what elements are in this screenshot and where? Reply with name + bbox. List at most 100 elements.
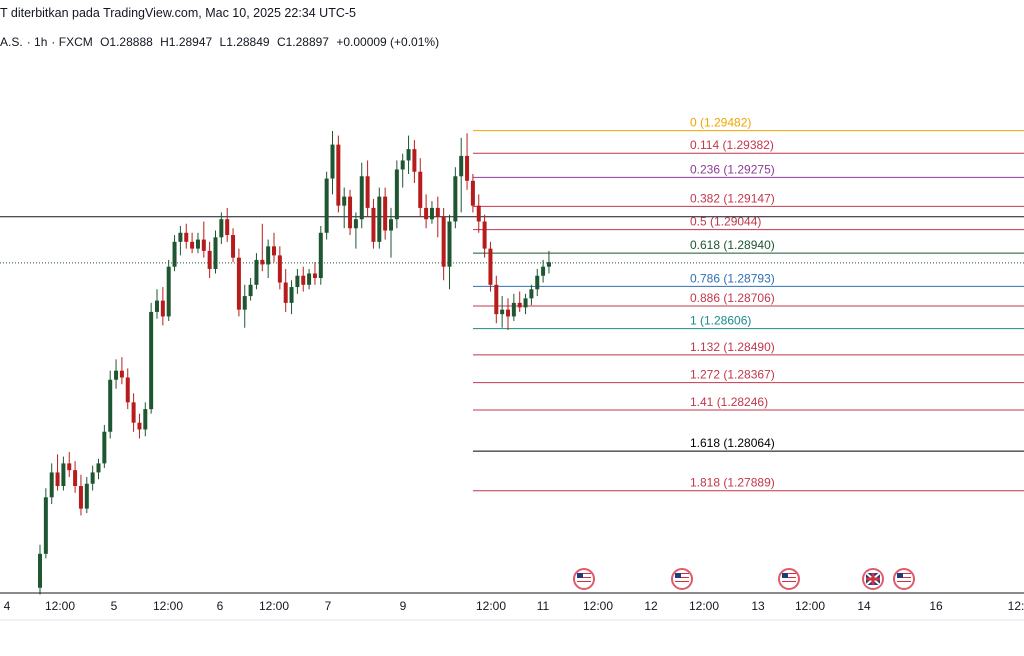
candle[interactable] [470, 174, 475, 213]
candle[interactable] [394, 160, 399, 229]
candle[interactable] [119, 357, 124, 385]
candle[interactable] [125, 368, 130, 410]
candle[interactable] [365, 160, 370, 217]
candle[interactable] [494, 275, 499, 324]
candle[interactable] [465, 133, 470, 190]
candle[interactable] [482, 214, 487, 258]
candle[interactable] [429, 201, 434, 224]
candle[interactable] [195, 232, 200, 254]
candle[interactable] [307, 268, 312, 290]
candle[interactable] [511, 293, 516, 321]
candle[interactable] [207, 241, 212, 278]
candle[interactable] [418, 158, 423, 217]
candle-body [201, 239, 206, 251]
candle[interactable] [248, 278, 253, 301]
candle[interactable] [225, 207, 230, 242]
us-flag-event-icon[interactable] [778, 568, 800, 590]
candle[interactable] [160, 287, 165, 326]
candle[interactable] [242, 284, 247, 328]
candle[interactable] [166, 259, 171, 321]
candle[interactable] [535, 268, 540, 297]
candle[interactable] [336, 135, 341, 213]
candle[interactable] [260, 223, 265, 272]
candle[interactable] [359, 162, 364, 229]
candle[interactable] [301, 266, 306, 292]
candle[interactable] [254, 253, 259, 290]
candle[interactable] [453, 167, 458, 229]
us-flag-event-icon[interactable] [671, 568, 693, 590]
candle[interactable] [506, 298, 510, 330]
candle[interactable] [266, 239, 271, 278]
candle[interactable] [155, 289, 159, 319]
candle[interactable] [435, 196, 440, 238]
candle[interactable] [441, 207, 446, 281]
candle[interactable] [43, 488, 48, 559]
candle[interactable] [61, 456, 66, 491]
open-value: O1.28888 [100, 35, 153, 49]
candle[interactable] [67, 452, 72, 477]
candle[interactable] [389, 207, 393, 258]
candle[interactable] [49, 463, 54, 505]
candle[interactable] [324, 171, 329, 240]
candle[interactable] [184, 223, 189, 249]
candle[interactable] [114, 359, 119, 389]
candle[interactable] [406, 135, 411, 174]
candle[interactable] [295, 268, 300, 294]
candle[interactable] [283, 268, 288, 312]
candle[interactable] [143, 402, 148, 437]
candle[interactable] [149, 302, 154, 414]
interval-label[interactable]: 1h [34, 35, 48, 49]
publish-info: T diterbitkan pada TradingView.com, Mac … [0, 6, 356, 20]
candle[interactable] [476, 194, 481, 233]
candle[interactable] [342, 187, 347, 229]
candle[interactable] [190, 232, 195, 254]
candle[interactable] [424, 194, 429, 229]
symbol-label[interactable]: A.S. [0, 35, 23, 49]
candle[interactable] [330, 131, 335, 195]
candle[interactable] [78, 474, 83, 516]
x-tick-label: 9 [400, 599, 407, 613]
candle[interactable] [517, 291, 522, 312]
us-flag-event-icon[interactable] [573, 568, 595, 590]
candle[interactable] [137, 413, 142, 439]
candle[interactable] [377, 187, 382, 249]
candle[interactable] [400, 153, 405, 188]
candle[interactable] [353, 212, 358, 249]
candle[interactable] [84, 476, 89, 514]
candle[interactable] [312, 262, 317, 285]
candle[interactable] [488, 241, 493, 292]
candle[interactable] [108, 370, 113, 439]
candle[interactable] [201, 221, 206, 258]
candle[interactable] [178, 226, 183, 256]
candle[interactable] [500, 296, 505, 328]
candle[interactable] [131, 393, 136, 432]
candle[interactable] [277, 246, 282, 290]
candle[interactable] [412, 140, 417, 184]
candle[interactable] [73, 461, 78, 493]
candle[interactable] [38, 544, 42, 595]
candle[interactable] [289, 280, 294, 315]
candle[interactable] [231, 228, 236, 263]
candle[interactable] [348, 189, 353, 236]
candle[interactable] [447, 214, 452, 290]
candle[interactable] [90, 465, 95, 491]
candle[interactable] [213, 230, 218, 274]
candle[interactable] [529, 284, 534, 306]
candle[interactable] [318, 226, 323, 285]
us-flag-event-icon[interactable] [893, 568, 915, 590]
candle[interactable] [541, 259, 546, 283]
candle[interactable] [96, 458, 101, 480]
gb-flag-event-icon[interactable] [862, 568, 884, 590]
candle[interactable] [55, 454, 60, 491]
candle[interactable] [236, 248, 241, 317]
candle[interactable] [219, 212, 224, 245]
candle[interactable] [371, 198, 376, 249]
candle[interactable] [546, 250, 551, 274]
candle[interactable] [383, 187, 388, 240]
candle[interactable] [102, 424, 107, 468]
candle[interactable] [459, 137, 464, 213]
candle[interactable] [272, 232, 276, 263]
candle[interactable] [172, 235, 177, 272]
candle[interactable] [523, 293, 528, 315]
